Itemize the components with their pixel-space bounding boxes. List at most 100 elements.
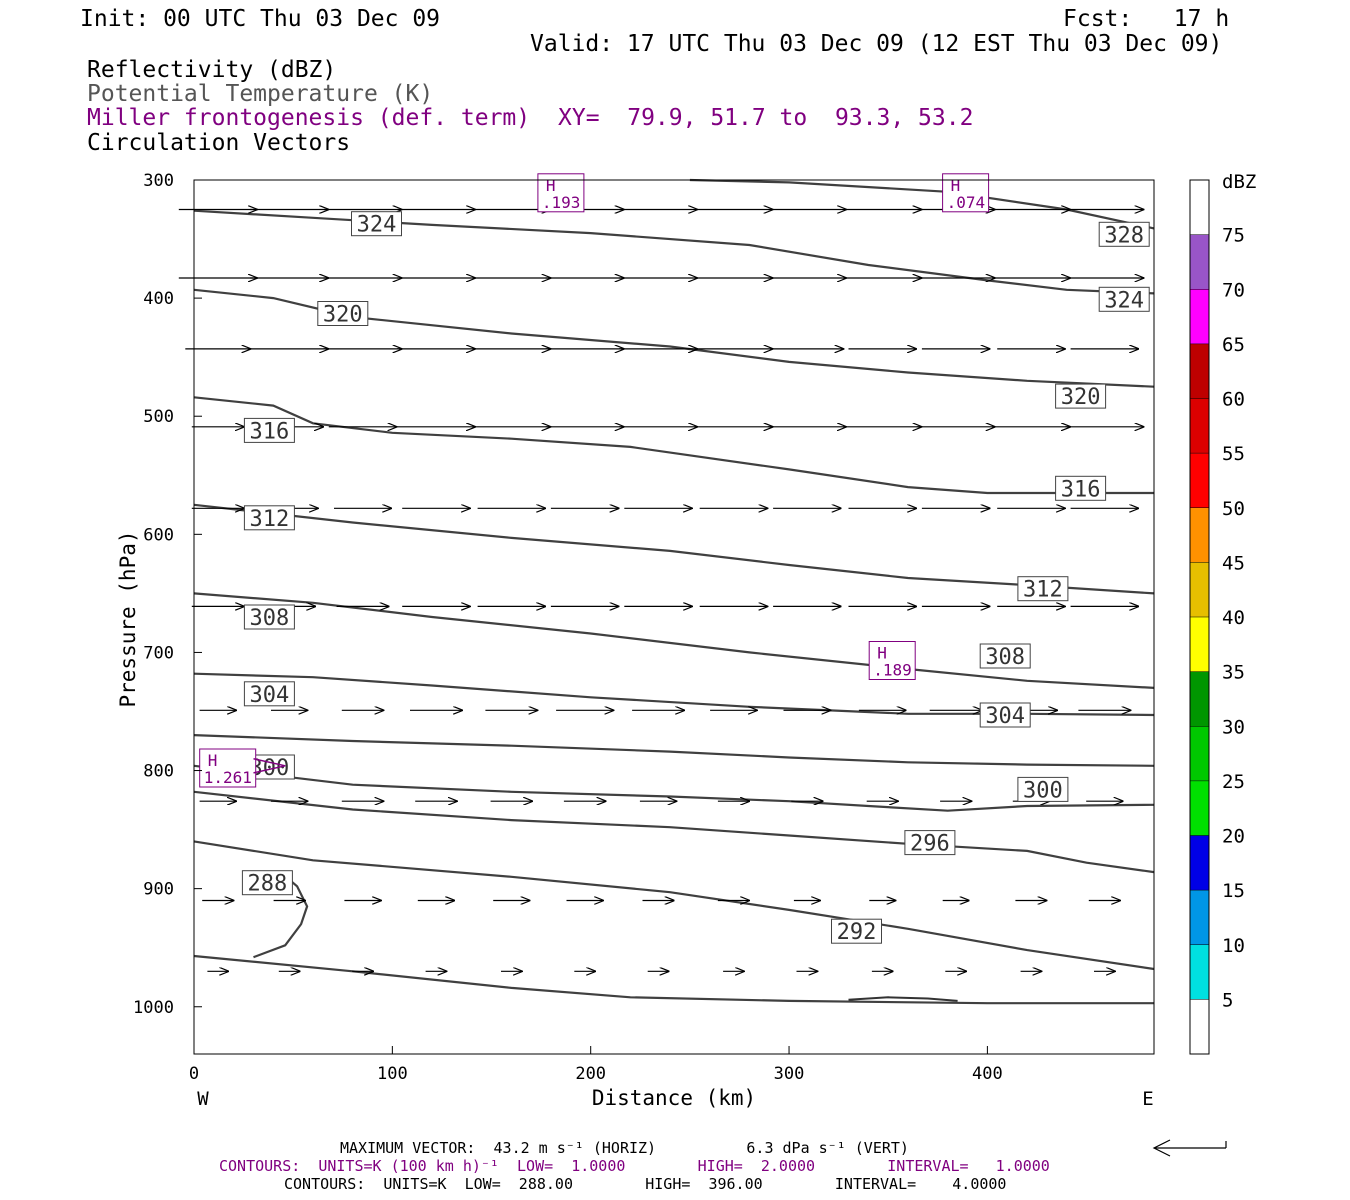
theta-contour-332	[689, 178, 1155, 230]
contour-label: 324	[1104, 288, 1144, 313]
frontogenesis-max-box	[199, 748, 257, 788]
theta-contour-328	[193, 209, 1155, 295]
field-circulation-vectors: Circulation Vectors	[87, 130, 351, 156]
footer-contours-frontogenesis: CONTOURS: UNITS=K (100 km h)⁻¹ LOW= 1.00…	[219, 1157, 1050, 1175]
x-tick-label: 200	[575, 1064, 606, 1084]
theta-contour-292	[193, 840, 1155, 971]
contour-label-box	[243, 604, 295, 630]
contour-label: 320	[323, 303, 363, 328]
colorbar-label: 55	[1222, 443, 1245, 465]
theta-contour-288	[253, 873, 309, 959]
theta-contour-292	[193, 954, 1154, 1005]
colorbar-segment	[1190, 726, 1209, 781]
contour-label: 292	[837, 920, 877, 945]
contour-label: 312	[250, 507, 290, 532]
cross-section-endpoints: XY= 79.9, 51.7 to 93.3, 53.2	[558, 105, 974, 131]
colorbar-unit: dBZ	[1222, 171, 1256, 193]
contour-label: 288	[248, 872, 288, 897]
colorbar-segment	[1190, 180, 1209, 235]
contour-label-box	[1055, 383, 1107, 409]
colorbar-segment	[1190, 343, 1209, 399]
colorbar-segment	[1190, 398, 1209, 454]
y-tick-label: 500	[143, 407, 174, 427]
frontogenesis-max-marker: H	[877, 644, 887, 663]
colorbar-label: 65	[1222, 334, 1245, 356]
colorbar-label: 45	[1222, 552, 1245, 574]
x-tick-label: 100	[377, 1064, 408, 1084]
contour-label: 312	[1023, 578, 1063, 603]
colorbar-label: 20	[1222, 826, 1245, 848]
y-tick-label: 900	[143, 880, 174, 900]
contour-label-box	[979, 643, 1031, 669]
frontogenesis-max-value: .193	[542, 193, 581, 212]
contour-label-box	[979, 702, 1031, 728]
frontogenesis-max-box	[868, 641, 916, 680]
init-time: Init: 00 UTC Thu 03 Dec 09	[80, 6, 441, 32]
colorbar-segment	[1190, 780, 1209, 836]
x-tick-label: 0	[189, 1064, 199, 1084]
contour-label-box	[243, 417, 295, 443]
colorbar-label: 30	[1222, 716, 1245, 738]
frontogenesis-max-value: 1.261	[204, 768, 252, 787]
contour-label: 324	[357, 213, 397, 238]
colorbar-segment	[1190, 507, 1209, 563]
frontogenesis-max-value: .189	[873, 661, 912, 680]
west-label: W	[197, 1088, 209, 1110]
frontogenesis-max-value: .074	[947, 193, 986, 212]
colorbar-label: 25	[1222, 771, 1245, 793]
contour-label: 328	[1104, 223, 1144, 248]
colorbar-label: 60	[1222, 389, 1245, 411]
forecast-hour: Fcst: 17 h	[1063, 6, 1230, 32]
field-miller-frontogenesis: Miller frontogenesis (def. term)	[87, 105, 531, 131]
contour-label-box	[351, 211, 402, 237]
theta-contour-324	[193, 288, 1155, 388]
contour-label: 308	[250, 606, 290, 631]
theta-contour-304	[193, 734, 1155, 767]
contour-label-box	[1017, 776, 1069, 802]
y-tick-label: 300	[143, 171, 174, 191]
colorbar-segment	[1190, 453, 1209, 508]
plot-frame	[193, 179, 1155, 1055]
colorbar-label: 50	[1222, 498, 1245, 520]
colorbar-segment	[1190, 890, 1209, 945]
colorbar-segment	[1190, 617, 1209, 672]
theta-contour-296	[193, 790, 1155, 874]
theta-contour-316	[193, 503, 1155, 595]
colorbar-segment	[1190, 234, 1209, 290]
colorbar-label: 40	[1222, 607, 1245, 629]
frontogenesis-contour	[848, 996, 958, 1002]
valid-time: Valid: 17 UTC Thu 03 Dec 09 (12 EST Thu …	[530, 31, 1223, 57]
contour-label: 308	[985, 645, 1025, 670]
frontogenesis-vector	[253, 757, 286, 774]
reference-vector-arrow	[1152, 1139, 1227, 1157]
colorbar-label: 70	[1222, 279, 1245, 301]
theta-contour-300	[193, 764, 1155, 812]
colorbar-segment	[1190, 999, 1209, 1054]
field-potential-temperature: Potential Temperature (K)	[87, 81, 434, 107]
contour-label-box	[243, 681, 295, 707]
colorbar-segment	[1190, 671, 1209, 727]
colorbar-segment	[1190, 835, 1209, 891]
footer-contours-theta: CONTOURS: UNITS=K LOW= 288.00 HIGH= 396.…	[284, 1175, 1007, 1193]
contour-label: 320	[1061, 385, 1101, 410]
contour-label: 316	[250, 419, 290, 444]
y-tick-label: 400	[143, 289, 174, 309]
frontogenesis-max-marker: H	[951, 176, 961, 195]
field-reflectivity: Reflectivity (dBZ)	[87, 57, 337, 83]
colorbar-segment	[1190, 289, 1209, 344]
contour-label-box	[1098, 221, 1150, 247]
contour-label-box	[243, 505, 295, 531]
contour-label: 316	[1061, 477, 1101, 502]
contour-label: 304	[985, 704, 1025, 729]
footer-max-vector: MAXIMUM VECTOR: 43.2 m s⁻¹ (HORIZ) 6.3 d…	[340, 1139, 909, 1157]
y-tick-label: 1000	[133, 998, 174, 1018]
colorbar-segment	[1190, 562, 1209, 617]
frontogenesis-max-marker: H	[208, 751, 218, 770]
contour-label-box	[831, 918, 882, 944]
y-tick-label: 800	[143, 762, 174, 782]
contour-label-box	[317, 301, 369, 326]
contour-label-box	[1098, 286, 1150, 312]
y-tick-label: 600	[143, 525, 174, 545]
contour-label: 296	[910, 832, 950, 857]
